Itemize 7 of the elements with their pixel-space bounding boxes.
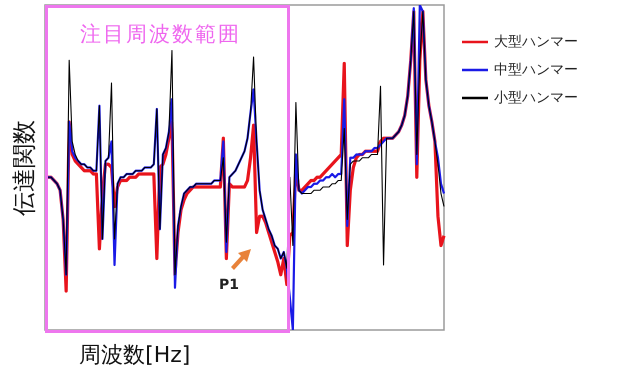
legend-label: 小型ハンマー xyxy=(494,89,578,107)
y-axis-title: 伝達関数 xyxy=(9,120,39,216)
legend-label: 中型ハンマー xyxy=(494,61,578,79)
annotation: 注目周波数範囲 xyxy=(80,20,241,48)
annotation: P1 xyxy=(219,277,240,293)
x-axis-title: 周波数[Hz] xyxy=(78,342,192,370)
legend-label: 大型ハンマー xyxy=(494,33,578,51)
